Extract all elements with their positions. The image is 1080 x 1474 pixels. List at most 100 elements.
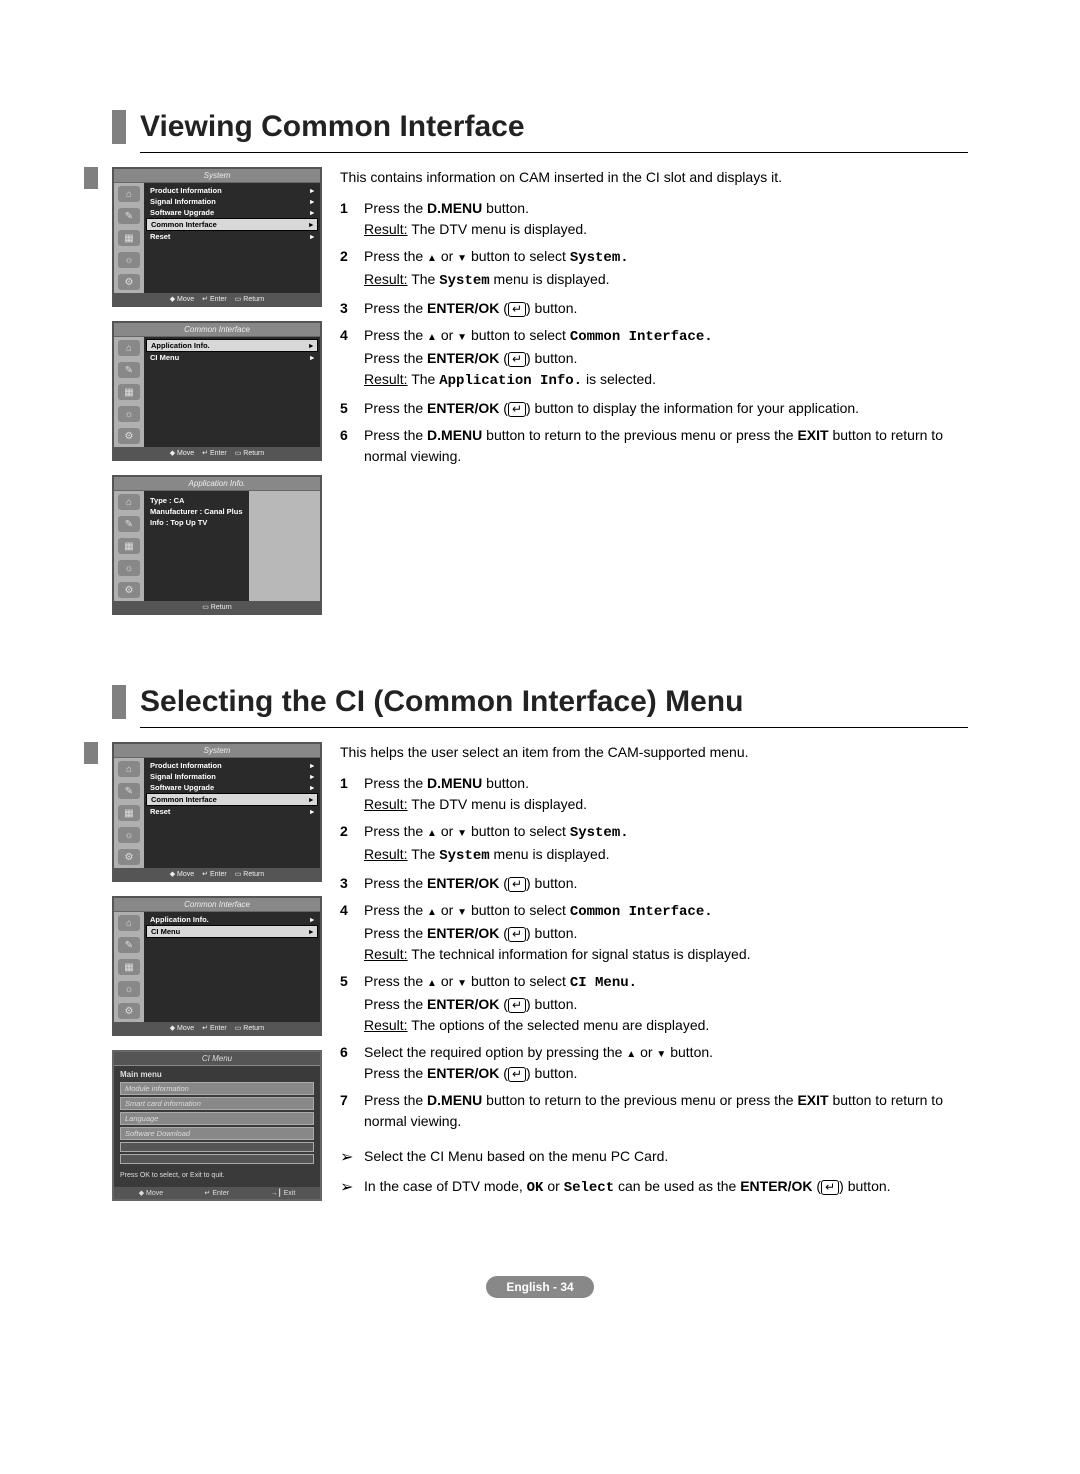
tv-nav-icon: ✎ — [118, 516, 140, 532]
enter-icon: ↵ — [508, 877, 526, 892]
section-title-row: Selecting the CI (Common Interface) Menu — [112, 685, 968, 719]
instruction-column: This contains information on CAM inserte… — [340, 167, 968, 615]
tv-icon-column: ⌂ ✎ ▦ ☼ ⚙ — [114, 912, 144, 1022]
ci-header: CI Menu — [114, 1052, 320, 1066]
tv-items: Product Information▸ Signal Information▸… — [144, 183, 320, 293]
ci-item-empty — [120, 1154, 314, 1164]
tv-system-menu: System ⌂ ✎ ▦ ☼ ⚙ Product Information▸ Si… — [112, 742, 322, 882]
tv-menu-item: Product Information▸ — [146, 760, 318, 771]
step-body: Press the ENTER/OK (↵) button. — [364, 298, 968, 319]
note: ➢ In the case of DTV mode, OK or Select … — [340, 1176, 968, 1200]
section-title: Viewing Common Interface — [140, 110, 525, 144]
tv-header: Common Interface — [114, 898, 320, 912]
enter-icon: ↵ — [508, 1067, 526, 1082]
content-row: System ⌂ ✎ ▦ ☼ ⚙ Product Information▸ Si… — [112, 167, 968, 615]
enter-icon: ↵ — [508, 352, 526, 367]
tv-nav-icon: ⌂ — [118, 186, 140, 202]
tv-header: System — [114, 169, 320, 183]
note-arrow-icon: ➢ — [340, 1146, 364, 1170]
step-number: 3 — [340, 298, 364, 319]
tv-header: System — [114, 744, 320, 758]
tv-menu-item-selected: Common Interface▸ — [146, 218, 318, 231]
ci-item: Language — [120, 1112, 314, 1125]
tv-menu-item: Product Information▸ — [146, 185, 318, 196]
tv-application-info: Application Info. ⌂ ✎ ▦ ☼ ⚙ Type : CA Ma… — [112, 475, 322, 615]
tv-nav-icon: ▦ — [118, 230, 140, 246]
instruction-column: This helps the user select an item from … — [340, 742, 968, 1206]
tv-nav-icon: ⌂ — [118, 494, 140, 510]
step-number: 6 — [340, 425, 364, 467]
tv-nav-icon: ✎ — [118, 362, 140, 378]
step-number: 4 — [340, 325, 364, 392]
step-number: 7 — [340, 1090, 364, 1132]
tv-menu-item-selected: Common Interface▸ — [146, 793, 318, 806]
info-line: Manufacturer : Canal Plus — [150, 506, 243, 517]
section-viewing-ci: Viewing Common Interface System ⌂ ✎ ▦ ☼ … — [112, 110, 968, 615]
tv-menu-item: Reset▸ — [146, 806, 318, 817]
step-number: 6 — [340, 1042, 364, 1084]
tv-nav-icon: ⚙ — [118, 582, 140, 598]
content-row: System ⌂ ✎ ▦ ☼ ⚙ Product Information▸ Si… — [112, 742, 968, 1206]
step-body: Press the ▲ or ▼ button to select Common… — [364, 325, 968, 392]
step-number: 2 — [340, 821, 364, 867]
tv-menu-item: CI Menu▸ — [146, 352, 318, 363]
ci-footer: ◆ Move↵ Enter→┃ Exit — [114, 1187, 320, 1199]
tv-nav-icon: ⌂ — [118, 915, 140, 931]
tv-menu-item: Signal Information▸ — [146, 771, 318, 782]
step-body: Press the ENTER/OK (↵) button to display… — [364, 398, 968, 419]
notes: ➢ Select the CI Menu based on the menu P… — [340, 1146, 968, 1200]
step-number: 5 — [340, 398, 364, 419]
ci-main-label: Main menu — [120, 1070, 314, 1079]
info-line: Type : CA — [150, 495, 243, 506]
tv-nav-icon: ⚙ — [118, 849, 140, 865]
ci-item: Software Download — [120, 1127, 314, 1140]
step-number: 2 — [340, 246, 364, 292]
step-body: Press the D.MENU button. Result: The DTV… — [364, 198, 968, 240]
tv-nav-icon: ✎ — [118, 208, 140, 224]
tv-nav-icon: ⚙ — [118, 1003, 140, 1019]
section-title: Selecting the CI (Common Interface) Menu — [140, 685, 743, 719]
ci-item: Smart card information — [120, 1097, 314, 1110]
tv-footer: ◆ Move↵ Enter▭ Return — [114, 868, 320, 880]
enter-icon: ↵ — [508, 927, 526, 942]
tv-header: Common Interface — [114, 323, 320, 337]
side-bar-icon — [84, 742, 98, 764]
ci-hint: Press OK to select, or Exit to quit. — [120, 1172, 314, 1179]
tv-nav-icon: ▦ — [118, 959, 140, 975]
tv-nav-icon: ▦ — [118, 538, 140, 554]
step-number: 3 — [340, 873, 364, 894]
tv-common-interface-menu: Common Interface ⌂ ✎ ▦ ☼ ⚙ Application I… — [112, 321, 322, 461]
tv-nav-icon: ☼ — [118, 827, 140, 843]
tv-icon-column: ⌂ ✎ ▦ ☼ ⚙ — [114, 183, 144, 293]
tv-footer: ▭ Return — [114, 601, 320, 613]
tv-nav-icon: ▦ — [118, 805, 140, 821]
title-bar-icon — [112, 110, 126, 144]
step-body: Press the ▲ or ▼ button to select System… — [364, 821, 968, 867]
info-line: Info : Top Up TV — [150, 517, 243, 528]
side-bar-icon — [84, 167, 98, 189]
screenshot-column: System ⌂ ✎ ▦ ☼ ⚙ Product Information▸ Si… — [112, 167, 322, 615]
tv-menu-item: Application Info.▸ — [146, 914, 318, 925]
title-underline — [140, 152, 968, 153]
note: ➢ Select the CI Menu based on the menu P… — [340, 1146, 968, 1170]
tv-nav-icon: ⌂ — [118, 761, 140, 777]
step-body: Press the D.MENU button to return to the… — [364, 425, 968, 467]
ci-item-empty — [120, 1142, 314, 1152]
tv-info-body: Type : CA Manufacturer : Canal Plus Info… — [144, 491, 249, 601]
screenshot-column: System ⌂ ✎ ▦ ☼ ⚙ Product Information▸ Si… — [112, 742, 322, 1206]
step-body: Press the D.MENU button. Result: The DTV… — [364, 773, 968, 815]
tv-menu-item-selected: Application Info.▸ — [146, 339, 318, 352]
enter-icon: ↵ — [508, 402, 526, 417]
tv-system-menu: System ⌂ ✎ ▦ ☼ ⚙ Product Information▸ Si… — [112, 167, 322, 307]
tv-nav-icon: ✎ — [118, 937, 140, 953]
page-number-badge: English - 34 — [486, 1276, 593, 1298]
ci-body: Main menu Module information Smart card … — [114, 1066, 320, 1187]
enter-icon: ↵ — [508, 998, 526, 1013]
tv-nav-icon: ⚙ — [118, 428, 140, 444]
step-body: Press the ▲ or ▼ button to select CI Men… — [364, 971, 968, 1036]
step-list: 1 Press the D.MENU button. Result: The D… — [340, 773, 968, 1132]
page-footer: English - 34 — [112, 1276, 968, 1298]
section-title-row: Viewing Common Interface — [112, 110, 968, 144]
tv-nav-icon: ✎ — [118, 783, 140, 799]
tv-nav-icon: ☼ — [118, 981, 140, 997]
